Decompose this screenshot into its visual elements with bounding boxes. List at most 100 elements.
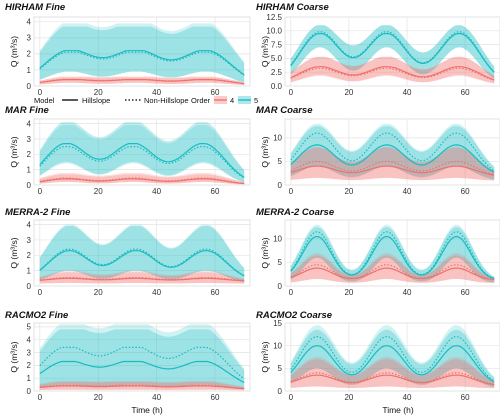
series-line-order5-hillslope: [290, 32, 495, 73]
x-tick-label: 20: [94, 288, 103, 297]
y-axis-label: Q (m³/s): [260, 36, 270, 67]
x-tick-label: 40: [152, 288, 161, 297]
legend-order-title: Order: [191, 96, 211, 105]
x-tick-label: 60: [461, 187, 470, 196]
panel-title: HIRHAM Coarse: [256, 2, 330, 13]
x-tick-label: 0: [289, 187, 294, 196]
series-line-order5-hillslope: [290, 345, 495, 383]
x-tick-label: 0: [38, 88, 43, 97]
series-line-order5-hillslope: [39, 143, 245, 178]
y-tick-label: 10: [273, 134, 282, 143]
y-tick-label: 7.5: [271, 40, 283, 49]
y-tick-label: 10: [273, 235, 282, 244]
uncertainty-band-order5-non-hillslope: [290, 25, 495, 79]
series-line-order5-non-hillslope: [39, 146, 245, 179]
y-tick-label: 12.5: [266, 13, 282, 22]
uncertainty-band-order5-hillslope: [290, 126, 495, 180]
x-tick-label: 60: [461, 88, 470, 97]
series-line-order4-hillslope: [39, 385, 245, 390]
x-tick-label: 40: [403, 88, 412, 97]
x-axis-label-left: Time (h): [131, 405, 162, 415]
x-tick-label: 20: [94, 88, 103, 97]
plot-area: [284, 118, 500, 186]
series-line-order5-non-hillslope: [39, 346, 245, 380]
series-line-order5-non-hillslope: [290, 231, 495, 279]
y-tick-label: 10.0: [266, 27, 282, 36]
series-line-order5-hillslope: [290, 235, 495, 279]
y-tick-label: 0: [27, 82, 32, 91]
series-line-order4-non-hillslope: [290, 67, 495, 81]
panel-title: RACMO2 Coarse: [256, 310, 333, 321]
y-tick-label: 0.0: [271, 82, 283, 91]
series-line-order4-hillslope: [290, 374, 495, 386]
series-line-order5-non-hillslope: [290, 132, 495, 172]
x-tick-label: 60: [211, 187, 220, 196]
series-line-order4-hillslope: [290, 165, 495, 176]
y-tick-label: 2: [27, 150, 32, 159]
y-tick-label: 2: [27, 251, 32, 260]
y-axis-label: Q (m³/s): [9, 36, 19, 67]
uncertainty-band-order4-non-hillslope: [290, 56, 495, 84]
y-tick-label: 5: [278, 258, 283, 267]
x-tick-label: 0: [289, 88, 294, 97]
x-tick-label: 20: [344, 288, 353, 297]
y-tick-label: 5: [27, 323, 32, 332]
series-line-order5-non-hillslope: [39, 248, 245, 277]
uncertainty-band-order5-hillslope: [39, 226, 245, 283]
y-tick-label: 0: [278, 181, 283, 190]
uncertainty-band-order5-hillslope: [39, 26, 245, 83]
series-line-order4-hillslope: [39, 277, 245, 282]
y-tick-label: 2: [27, 50, 32, 59]
x-tick-label: 0: [289, 288, 294, 297]
panel-2: HIRHAM Coarse 0.0 2.5 5.0 7.5 10.0 12.5 0 20 40 60…: [256, 2, 500, 97]
series-line-order5-hillslope: [290, 144, 495, 173]
panel-title: RACMO2 Fine: [5, 310, 69, 321]
y-tick-label: 1: [27, 266, 32, 275]
uncertainty-band-order4-hillslope: [39, 77, 245, 86]
series-line-order4-hillslope: [290, 66, 495, 81]
legend-model-title: Model: [34, 96, 55, 105]
plot-area: [284, 219, 500, 287]
x-tick-label: 40: [152, 187, 161, 196]
y-tick-label: 5: [278, 364, 283, 373]
y-tick-label: 3: [27, 348, 32, 357]
x-tick-label: 0: [38, 288, 43, 297]
x-tick-label: 60: [461, 393, 470, 402]
x-tick-label: 20: [344, 187, 353, 196]
series-line-order5-hillslope: [39, 250, 245, 277]
plot-area: [33, 322, 251, 392]
uncertainty-band-order5-non-hillslope: [290, 325, 495, 388]
x-tick-label: 40: [152, 88, 161, 97]
y-tick-label: 10: [273, 341, 282, 350]
series-line-order5-non-hillslope: [39, 51, 245, 76]
uncertainty-band-order4-non-hillslope: [39, 76, 245, 86]
y-tick-label: 15: [273, 319, 282, 328]
uncertainty-band-order4-hillslope: [290, 56, 495, 84]
series-line-order4-hillslope: [290, 267, 495, 281]
series-line-order4-non-hillslope: [39, 384, 245, 390]
y-tick-label: 0: [27, 282, 32, 291]
uncertainty-band-order5-non-hillslope: [290, 123, 495, 180]
x-axis-label-right: Time (h): [382, 405, 413, 415]
panel-title: MAR Fine: [5, 105, 50, 116]
uncertainty-band-order5-hillslope: [39, 122, 245, 183]
y-tick-label: 4: [27, 335, 32, 344]
y-axis-label: Q (m³/s): [260, 136, 270, 167]
uncertainty-band-order4-non-hillslope: [290, 147, 495, 181]
y-axis-label: Q (m³/s): [260, 341, 270, 372]
y-tick-label: 0: [27, 181, 32, 190]
y-tick-label: 1: [27, 165, 32, 174]
x-tick-label: 60: [461, 288, 470, 297]
y-tick-label: 2.5: [271, 68, 283, 77]
x-tick-label: 0: [38, 187, 43, 196]
series-line-order5-non-hillslope: [290, 31, 495, 73]
series-line-order4-non-hillslope: [290, 264, 495, 280]
series-line-order5-hillslope: [39, 50, 245, 76]
panel-title: MAR Coarse: [256, 105, 313, 116]
x-tick-label: 20: [94, 393, 103, 402]
y-tick-label: 1: [27, 374, 32, 383]
